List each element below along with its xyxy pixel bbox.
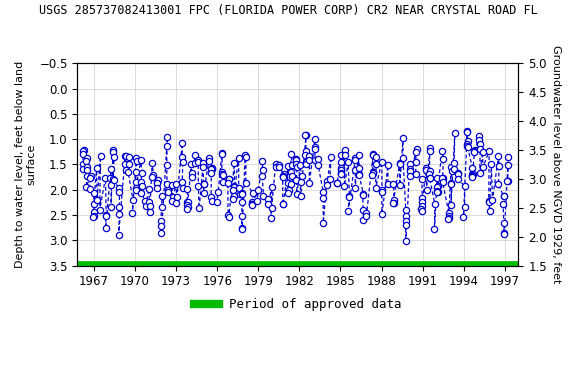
Text: USGS 285737082413001 FPC (FLORIDA POWER CORP) CR2 NEAR CRYSTAL ROAD FL: USGS 285737082413001 FPC (FLORIDA POWER … — [39, 4, 537, 17]
Legend: Period of approved data: Period of approved data — [190, 293, 407, 316]
Y-axis label: Depth to water level, feet below land
surface: Depth to water level, feet below land su… — [15, 61, 37, 268]
Y-axis label: Groundwater level above NGVD 1929, feet: Groundwater level above NGVD 1929, feet — [551, 45, 561, 284]
